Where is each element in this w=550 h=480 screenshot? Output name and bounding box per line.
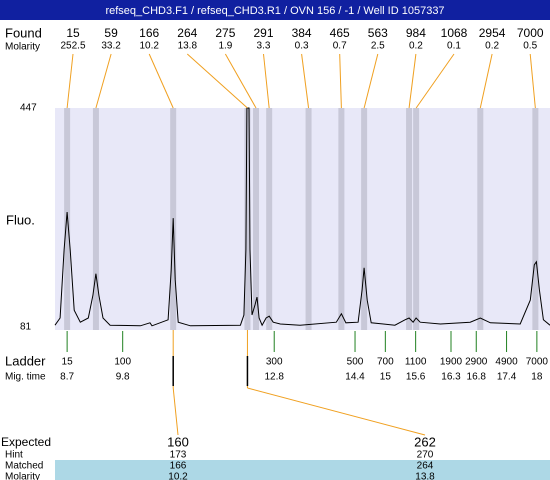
ladder-time: 17.4 (497, 372, 517, 383)
peak-band (244, 108, 251, 330)
molarity-label: Molarity (5, 42, 40, 53)
peak-band (406, 108, 413, 330)
found-size: 166 (139, 26, 159, 40)
ladder-size: 500 (347, 357, 364, 368)
peak-leader (415, 53, 455, 109)
found-size: 2954 (479, 26, 506, 40)
ladder-size: 700 (377, 357, 394, 368)
mig-time-label: Mig. time (5, 372, 46, 383)
trace-line (54, 107, 550, 327)
matched-band (55, 460, 550, 480)
peak-band (338, 108, 345, 330)
found-molarity: 2.5 (371, 41, 385, 52)
expected-matched: 264 (417, 461, 434, 472)
ladder-time: 15.6 (406, 372, 426, 383)
found-molarity: 0.5 (523, 41, 537, 52)
found-molarity: 33.2 (101, 41, 121, 52)
peak-leader (529, 53, 536, 109)
ladder-time: 16.3 (441, 372, 461, 383)
match-connector (247, 387, 426, 436)
ladder-size: 7000 (526, 357, 549, 368)
found-size: 984 (406, 26, 426, 40)
ladder-time: 18 (531, 372, 543, 383)
expected-molarity: 10.2 (168, 472, 188, 480)
peak-leader (148, 53, 174, 109)
found-molarity: 3.3 (257, 41, 271, 52)
ladder-time: 14.4 (345, 372, 365, 383)
found-molarity: 1.9 (218, 41, 232, 52)
peak-band (92, 108, 99, 330)
peak-band (413, 108, 420, 330)
peak-band (266, 108, 273, 330)
ladder-size: 300 (266, 357, 283, 368)
peak-band (477, 108, 484, 330)
ladder-size: 2900 (465, 357, 488, 368)
ladder-size: 1900 (440, 357, 463, 368)
ladder-size: 15 (62, 357, 74, 368)
peak-leader (363, 53, 379, 109)
expected-matched: 166 (170, 461, 187, 472)
peak-leader (339, 53, 342, 109)
peak-leader (186, 53, 248, 109)
found-size: 291 (253, 26, 273, 40)
found-size: 59 (104, 26, 118, 40)
expected-row-label: Matched (5, 461, 43, 472)
found-size: 275 (215, 26, 235, 40)
peak-leader (66, 53, 74, 109)
found-molarity: 0.2 (409, 41, 423, 52)
ladder-label: Ladder (5, 353, 46, 368)
found-size: 384 (292, 26, 312, 40)
peak-band (305, 108, 312, 330)
peak-leader (301, 53, 310, 109)
ladder-time: 15 (380, 372, 392, 383)
expected-expected: 262 (414, 434, 436, 449)
y-axis-label: Fluo. (6, 212, 35, 227)
found-molarity: 0.3 (295, 41, 309, 52)
found-molarity: 10.2 (139, 41, 159, 52)
y-tick-label: 81 (20, 322, 32, 333)
match-connector (172, 387, 179, 436)
ladder-size: 4900 (495, 357, 518, 368)
peak-band (253, 108, 260, 330)
peak-leader (224, 53, 257, 109)
expected-expected: 160 (167, 434, 189, 449)
ladder-size: 100 (114, 357, 131, 368)
peak-leader (263, 53, 270, 109)
ladder-time: 16.8 (467, 372, 487, 383)
found-molarity: 0.2 (485, 41, 499, 52)
expected-molarity: 13.8 (415, 472, 435, 480)
ladder-size: 1100 (405, 357, 427, 368)
plot-area (55, 108, 550, 330)
found-label: Found (5, 25, 42, 40)
ladder-time: 9.8 (116, 372, 130, 383)
ladder-time: 12.8 (264, 372, 284, 383)
peak-band (532, 108, 539, 330)
peak-leader (479, 53, 493, 109)
expected-hint: 270 (417, 450, 434, 461)
peak-leader (95, 53, 112, 109)
found-molarity: 252.5 (60, 41, 85, 52)
ladder-time: 8.7 (60, 372, 74, 383)
found-size: 465 (330, 26, 350, 40)
expected-row-label: Molarity (5, 472, 40, 480)
peak-band (64, 108, 71, 330)
found-molarity: 0.1 (447, 41, 461, 52)
peak-band (361, 108, 368, 330)
found-size: 15 (66, 26, 80, 40)
expected-row-label: Expected (1, 435, 51, 449)
expected-row-label: Hint (5, 450, 23, 461)
found-size: 7000 (517, 26, 544, 40)
found-size: 1068 (441, 26, 468, 40)
found-molarity: 0.7 (333, 41, 347, 52)
header-bar (0, 0, 550, 20)
expected-hint: 173 (170, 450, 187, 461)
peak-leader (408, 53, 417, 109)
header-title: refseq_CHD3.F1 / refseq_CHD3.R1 / OVN 15… (105, 5, 444, 17)
found-size: 264 (177, 26, 197, 40)
found-size: 563 (368, 26, 388, 40)
y-tick-label: 447 (20, 103, 37, 114)
found-molarity: 13.8 (178, 41, 198, 52)
